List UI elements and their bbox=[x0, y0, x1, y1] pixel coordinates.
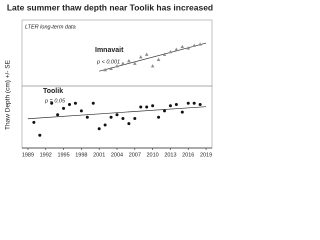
point bbox=[62, 106, 66, 110]
x-tick-label: 1995 bbox=[57, 152, 69, 158]
triangle-point bbox=[121, 61, 125, 65]
y-axis-label: Thaw Depth (cm) +/- SE bbox=[5, 59, 12, 130]
triangle-point bbox=[103, 67, 107, 72]
chart: Late summer thaw depth near Toolik has i… bbox=[5, 2, 213, 158]
triangle-point bbox=[133, 61, 137, 65]
triangle-point bbox=[162, 52, 167, 56]
point bbox=[168, 104, 172, 108]
triangle-point bbox=[168, 50, 173, 54]
point bbox=[186, 101, 190, 105]
point bbox=[79, 109, 83, 113]
triangle-point bbox=[127, 58, 131, 63]
series-label: Toolik bbox=[43, 88, 63, 95]
triangle-point bbox=[186, 46, 191, 50]
triangle-point bbox=[144, 52, 149, 56]
subtitle: LTER long-term data bbox=[25, 24, 76, 30]
triangle-point bbox=[198, 42, 202, 46]
x-tick-label: 1992 bbox=[40, 152, 52, 158]
point bbox=[174, 102, 178, 106]
point bbox=[38, 133, 42, 137]
point bbox=[85, 115, 89, 119]
point bbox=[133, 117, 137, 121]
triangle-point bbox=[138, 55, 143, 59]
triangle-point bbox=[180, 44, 185, 49]
series-annotation: p = 0.05 bbox=[44, 98, 66, 104]
x-tick-label: 2010 bbox=[147, 152, 159, 158]
point bbox=[198, 102, 202, 106]
x-tick-label: 1998 bbox=[75, 152, 87, 158]
point bbox=[139, 105, 143, 109]
point bbox=[32, 120, 36, 124]
triangle-point bbox=[150, 64, 155, 68]
point bbox=[97, 127, 101, 131]
triangle-point bbox=[156, 57, 161, 61]
point bbox=[56, 113, 60, 117]
point bbox=[73, 101, 77, 105]
series-annotation: p < 0.001 bbox=[96, 59, 120, 65]
x-tick-label: 2004 bbox=[111, 152, 123, 158]
point bbox=[163, 109, 166, 113]
point bbox=[115, 113, 119, 117]
point bbox=[127, 122, 131, 126]
x-tick-label: 2016 bbox=[182, 152, 194, 158]
point bbox=[145, 105, 149, 109]
series-label: Imnavait bbox=[95, 47, 124, 54]
point bbox=[103, 123, 107, 127]
x-tick-label: 2007 bbox=[129, 152, 141, 158]
x-tick-label: 2019 bbox=[200, 152, 212, 158]
triangle-point bbox=[192, 43, 196, 47]
triangle-point bbox=[115, 64, 119, 68]
point bbox=[109, 115, 113, 119]
x-tick-label: 1989 bbox=[22, 152, 34, 158]
point bbox=[157, 115, 161, 119]
triangle-point bbox=[109, 66, 113, 70]
chart-title: Late summer thaw depth near Toolik has i… bbox=[7, 2, 213, 12]
point bbox=[68, 102, 71, 106]
point bbox=[180, 110, 184, 114]
trend-line bbox=[27, 106, 207, 120]
x-tick-label: 2001 bbox=[93, 152, 105, 158]
triangle-point bbox=[174, 47, 179, 51]
x-tick-label: 2013 bbox=[164, 152, 176, 158]
point bbox=[91, 101, 95, 105]
point bbox=[121, 117, 125, 121]
point bbox=[192, 101, 196, 105]
point bbox=[50, 101, 54, 105]
point bbox=[151, 104, 155, 108]
